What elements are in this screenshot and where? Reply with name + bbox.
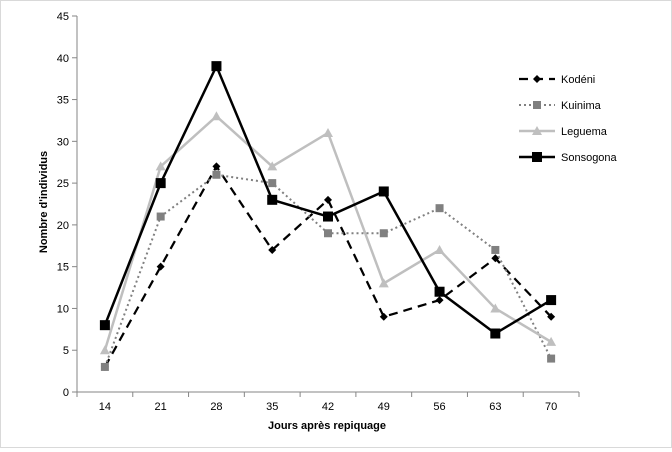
data-point <box>547 354 556 363</box>
legend-marker <box>533 101 541 109</box>
legend-label: Kodéni <box>561 74 595 86</box>
data-point <box>379 312 388 321</box>
y-tick-label: 0 <box>63 387 69 399</box>
x-tick-label: 49 <box>378 401 390 413</box>
data-point <box>267 194 278 205</box>
x-tick-label: 63 <box>489 401 501 413</box>
legend-label: Leguema <box>561 126 608 138</box>
data-point <box>212 162 221 171</box>
y-tick-label: 30 <box>57 136 69 148</box>
data-point <box>547 312 556 321</box>
data-point <box>435 204 444 213</box>
axes: 0 5 10 15 20 25 30 35 40 45 14 21 28 35 42 49 56 63 70 <box>57 11 580 413</box>
data-point <box>324 229 332 238</box>
series-line <box>103 164 552 368</box>
data-point <box>268 179 277 188</box>
data-point <box>434 286 445 297</box>
legend-label: Sonsogona <box>561 152 618 164</box>
legend-marker <box>532 126 542 135</box>
y-tick-label: 25 <box>57 178 69 190</box>
legend-label: Kuinima <box>561 100 602 112</box>
data-point <box>212 170 221 179</box>
data-point <box>546 336 557 346</box>
y-tick-label: 35 <box>57 95 69 107</box>
data-point <box>155 178 166 189</box>
data-point <box>324 195 332 204</box>
data-point <box>211 111 222 121</box>
legend-item: Kodéni <box>519 74 595 86</box>
data-point <box>490 303 501 313</box>
series-layer <box>99 61 557 371</box>
series-1 <box>100 170 556 371</box>
legend-item: Kuinima <box>519 100 602 112</box>
legend-marker <box>532 152 542 162</box>
data-point <box>323 127 333 137</box>
data-point <box>267 161 278 171</box>
data-point <box>100 362 109 371</box>
data-point <box>99 320 110 331</box>
data-point <box>378 278 389 288</box>
x-tick-label: 35 <box>266 401 278 413</box>
legend: Kodéni Kuinima Leguema Sonsogona <box>519 74 618 164</box>
x-tick-label: 28 <box>210 401 222 413</box>
y-tick-label: 45 <box>57 11 69 23</box>
data-point <box>156 212 165 221</box>
data-point <box>156 262 165 271</box>
data-point <box>491 245 500 254</box>
data-point <box>211 61 222 72</box>
data-point <box>435 296 444 305</box>
x-tick-label: 42 <box>322 401 334 413</box>
data-point <box>268 245 277 254</box>
data-point <box>99 345 110 355</box>
y-tick-label: 40 <box>57 53 69 65</box>
data-point <box>378 186 389 197</box>
data-point <box>434 244 445 254</box>
series-3 <box>99 61 557 339</box>
y-tick-label: 15 <box>57 262 69 274</box>
data-point <box>379 229 388 238</box>
legend-marker <box>533 75 541 83</box>
data-point <box>546 295 557 306</box>
legend-item: Sonsogona <box>519 152 618 164</box>
y-tick-label: 5 <box>63 345 69 357</box>
series-0 <box>100 162 556 371</box>
data-point <box>323 211 333 222</box>
legend-item: Leguema <box>519 126 608 138</box>
data-point <box>155 161 166 171</box>
y-axis-title: Nombre d'individus <box>38 151 50 253</box>
x-tick-label: 21 <box>155 401 167 413</box>
x-tick-label: 14 <box>99 401 111 413</box>
y-tick-label: 20 <box>57 220 69 232</box>
x-tick-label: 70 <box>545 401 557 413</box>
y-tick-label: 10 <box>57 303 69 315</box>
data-point <box>490 328 501 339</box>
x-tick-label: 56 <box>433 401 445 413</box>
x-axis-title: Jours après repiquage <box>268 420 386 432</box>
series-2 <box>99 111 557 355</box>
